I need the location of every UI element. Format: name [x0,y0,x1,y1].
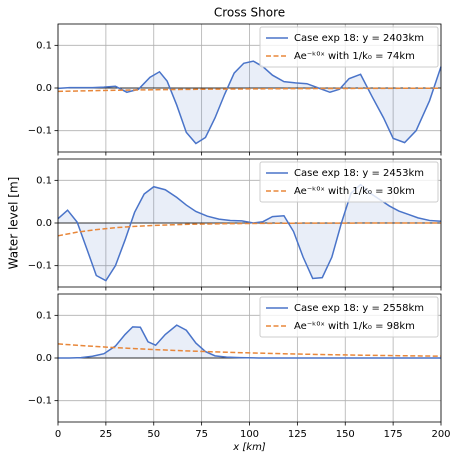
x-tick-label: 125 [288,429,307,440]
series-line [57,343,442,357]
fill-area [58,325,441,358]
y-tick-label: −0.1 [28,126,52,137]
legend-label: Case exp 18: y = 2453km [294,168,424,179]
series-line [57,60,442,145]
legend-label: Ae⁻ᵏ⁰ˣ with 1/k₀ = 74km [294,51,415,62]
x-tick-label: 175 [384,429,403,440]
legend-label: Ae⁻ᵏ⁰ˣ with 1/k₀ = 98km [294,321,415,332]
x-tick-label: 150 [336,429,355,440]
series-line [57,222,441,237]
y-tick-label: 0.0 [36,353,52,364]
y-tick-label: −0.1 [28,261,52,272]
series-line [57,87,442,93]
x-tick-label: 50 [147,429,160,440]
series-line [58,324,441,359]
legend-label: Case exp 18: y = 2403km [294,33,424,44]
fill-area [58,184,441,281]
x-tick-label: 0 [55,429,61,440]
legend-label: Ae⁻ᵏ⁰ˣ with 1/k₀ = 30km [294,186,415,197]
x-tick-label: 100 [240,429,259,440]
y-tick-label: 0.1 [36,310,52,321]
x-tick-label: 25 [100,429,113,440]
y-tick-label: 0.0 [36,218,52,229]
legend-box [259,296,439,338]
legend-box [259,26,439,68]
x-axis-label: x [km] [232,442,266,453]
x-tick-label: 75 [195,429,208,440]
legend-label: Case exp 18: y = 2558km [294,303,424,314]
legend-box [259,161,439,203]
y-tick-label: 0.0 [36,83,52,94]
chart-title: Cross Shore [214,6,285,20]
y-axis-label: Water level [m] [7,177,21,270]
y-tick-label: 0.1 [36,40,52,51]
fill-area [58,61,441,144]
y-tick-label: −0.1 [28,396,52,407]
y-tick-label: 0.1 [36,175,52,186]
x-tick-label: 200 [431,429,450,440]
